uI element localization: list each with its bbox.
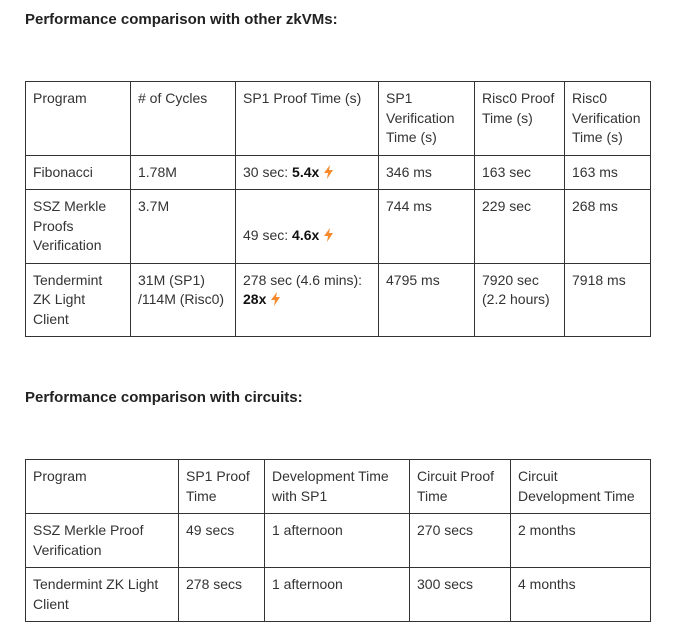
table-row: Tendermint ZK Light Client 31M (SP1) /114… xyxy=(25,262,651,337)
table-cell: Program xyxy=(25,459,179,514)
heading: Performance comparison with circuits: xyxy=(25,389,303,406)
cell-text: 49 sec: xyxy=(243,227,289,243)
table-cell: 229 sec xyxy=(474,189,565,264)
table-cell: Risc0 Proof Time (s) xyxy=(474,81,565,156)
cell-text: 30 sec: xyxy=(243,163,289,180)
table-cell: 270 secs xyxy=(409,513,511,568)
table-cell: 346 ms xyxy=(378,154,475,190)
table-cell: 4795 ms xyxy=(378,262,475,337)
table-row: Fibonacci 1.78M 30 sec: 5.4x 346 ms 163 sec 1… xyxy=(25,154,651,190)
bolt-icon xyxy=(324,164,334,179)
table: Program # of Cycles SP1 Proof Time (s) SP1 … xyxy=(25,81,651,337)
speedup: 28x xyxy=(243,291,267,307)
table-cell: Tendermint ZK Light Client xyxy=(25,567,179,622)
table: Program SP1 Proof Time Development Time wi… xyxy=(25,459,651,622)
table-cell: 1.78M xyxy=(130,154,236,190)
table-cell: Circuit Proof Time xyxy=(409,459,511,514)
table-cell: Development Time with SP1 xyxy=(264,459,410,514)
table-cell: 744 ms xyxy=(378,189,475,264)
table-cell: 278 sec (4.6 mins): 28x xyxy=(235,262,379,337)
cell-text: 278 sec (4.6 mins): xyxy=(243,271,363,288)
table-row: SSZ Merkle Proof Verification 49 secs 1 af… xyxy=(25,513,651,568)
table-cell: Circuit Development Time xyxy=(510,459,651,514)
table-cell: 2 months xyxy=(510,513,651,568)
bolt-icon xyxy=(324,228,334,242)
table-cell: 163 ms xyxy=(564,154,651,190)
table-cell: 30 sec: 5.4x xyxy=(235,154,379,190)
table-cell: Risc0 Verification Time (s) xyxy=(564,81,651,156)
table-row: Tendermint ZK Light Client 278 secs 1 afte… xyxy=(25,567,651,622)
table-cell: SSZ Merkle Proof Verification xyxy=(25,513,179,568)
table-cell: 278 secs xyxy=(178,567,265,622)
table-cell: # of Cycles xyxy=(130,81,236,156)
table-cell: 300 secs xyxy=(409,567,511,622)
table-cell: SP1 Proof Time xyxy=(178,459,265,514)
table-cell: Tendermint ZK Light Client xyxy=(25,262,131,337)
table-cell: 1 afternoon xyxy=(264,513,410,568)
table-cell: 268 ms xyxy=(564,189,651,264)
heading: Performance comparison with other zkVMs: xyxy=(25,11,338,28)
table-cell: 3.7M xyxy=(130,189,236,264)
table-cell: Fibonacci xyxy=(25,154,131,190)
table-cell: SSZ Merkle Proofs Verification xyxy=(25,189,131,264)
table-cell: 7920 sec (2.2 hours) xyxy=(474,262,565,337)
table-row: Program SP1 Proof Time Development Time wi… xyxy=(25,459,651,514)
table-cell: 7918 ms xyxy=(564,262,651,337)
table-cell: Program xyxy=(25,81,131,156)
table-cell: 4 months xyxy=(510,567,651,622)
speedup: 4.6x xyxy=(292,227,320,243)
table-cell: 163 sec xyxy=(474,154,565,190)
bolt-icon xyxy=(271,292,281,306)
table-row: SSZ Merkle Proofs Verification 3.7M 49 sec… xyxy=(25,189,651,264)
table-cell: SP1 Verification Time (s) xyxy=(378,81,475,156)
table-row: Program # of Cycles SP1 Proof Time (s) SP1 … xyxy=(25,81,651,156)
table-cell: 49 secs xyxy=(178,513,265,568)
speedup: 5.4x xyxy=(292,163,320,180)
table-cell: 49 sec: 4.6x xyxy=(235,189,379,264)
table-cell: SP1 Proof Time (s) xyxy=(235,81,379,156)
table-cell: 1 afternoon xyxy=(264,567,410,622)
table-cell: 31M (SP1) /114M (Risc0) xyxy=(130,262,236,337)
